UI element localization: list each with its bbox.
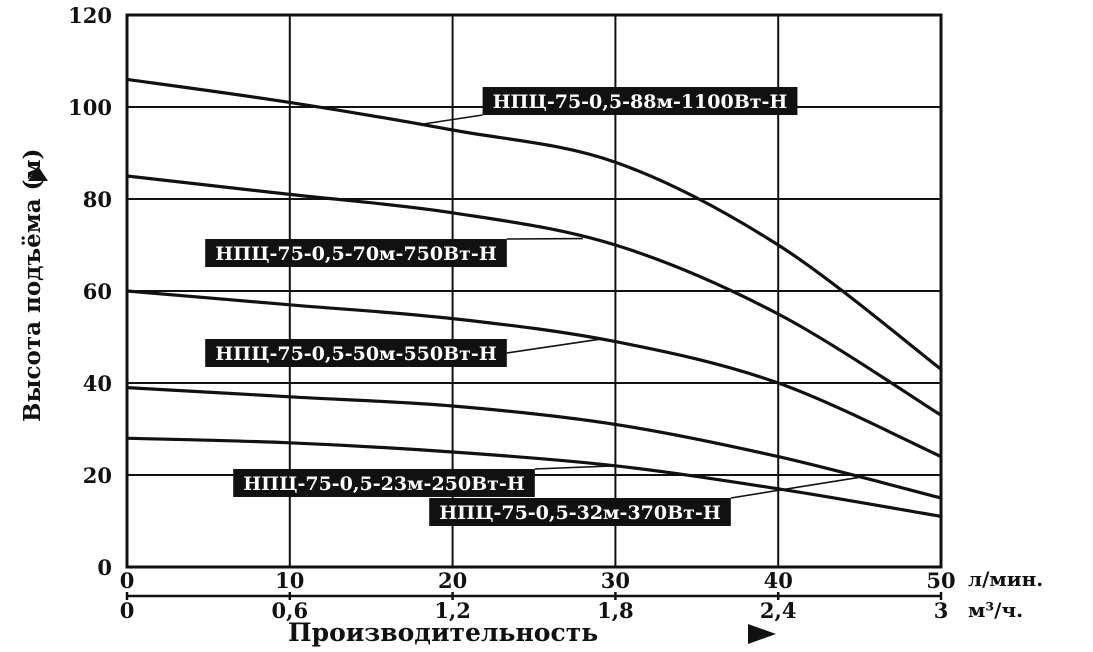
x2-unit-label: м³/ч. (968, 598, 1023, 622)
y-tick-label: 80 (83, 187, 112, 212)
x-tick-label: 20 (438, 568, 467, 593)
x-axis-title: Производительность (288, 618, 598, 647)
x-unit-label: л/мин. (968, 567, 1043, 591)
x-tick-label: 50 (926, 568, 955, 593)
series-label-text: НПЦ-75-0,5-32м-370Вт-Н (439, 502, 721, 524)
ticks: 0 20 40 60 80 100 120 0 10 20 30 40 50 0 0,6 1,2 1,8 2,4 3 (68, 3, 955, 623)
series-label-box (205, 239, 507, 267)
x2-tick-label: 3 (934, 598, 949, 623)
y-tick-label: 120 (68, 3, 112, 28)
y-tick-label: 20 (83, 463, 112, 488)
y-axis-arrow-icon (28, 166, 48, 181)
series-label-text: НПЦ-75-0,5-50м-550Вт-Н (215, 343, 497, 365)
y-tick-label: 60 (83, 279, 112, 304)
label-pointer-line (506, 338, 600, 354)
series-line-4 (125, 436, 943, 518)
x2-tick-label: 0 (120, 598, 135, 623)
series-label-2: НПЦ-75-0,5-50м-550Вт-Н (205, 339, 507, 367)
x2-tick-label: 1,2 (434, 598, 471, 623)
curves (125, 77, 943, 518)
y-tick-label: 0 (97, 555, 112, 580)
label-pointer-line (419, 114, 483, 126)
series-label-0: НПЦ-75-0,5-88м-1100Вт-Н (482, 87, 798, 115)
x-tick-label: 0 (120, 568, 135, 593)
x-tick-label: 40 (764, 568, 793, 593)
x2-tick-label: 0,6 (272, 598, 309, 623)
x-tick-label: 30 (601, 568, 630, 593)
series-label-text: НПЦ-75-0,5-70м-750Вт-Н (215, 243, 497, 265)
series-labels: НПЦ-75-0,5-88м-1100Вт-Н НПЦ-75-0,5-70м-75… (205, 87, 798, 526)
y-tick-label: 40 (83, 371, 112, 396)
label-pointers (419, 114, 860, 499)
y-tick-label: 100 (68, 95, 112, 120)
x2-tick-label: 1,8 (597, 598, 634, 623)
series-line-1 (125, 174, 943, 417)
x2-tick-label: 2,4 (760, 598, 797, 623)
series-line-2 (125, 289, 943, 459)
label-pointer-line (534, 465, 616, 470)
series-label-box (429, 498, 731, 526)
x-axis-arrow-icon (748, 624, 776, 644)
series-line-3 (125, 386, 943, 500)
series-label-box (233, 469, 535, 497)
label-pointer-line (730, 476, 860, 499)
series-label-1: НПЦ-75-0,5-70м-750Вт-Н (205, 239, 507, 267)
series-label-box (205, 339, 507, 367)
series-label-box (482, 87, 798, 115)
series-label-4: НПЦ-75-0,5-23м-250Вт-Н (233, 469, 535, 497)
y-axis-title: Высота подъёма (м) (19, 149, 46, 422)
series-line-0 (125, 77, 943, 371)
series-label-text: НПЦ-75-0,5-23м-250Вт-Н (243, 473, 525, 495)
x-tick-label: 10 (275, 568, 304, 593)
series-label-3: НПЦ-75-0,5-32м-370Вт-Н (429, 498, 731, 526)
series-label-text: НПЦ-75-0,5-88м-1100Вт-Н (493, 91, 788, 113)
